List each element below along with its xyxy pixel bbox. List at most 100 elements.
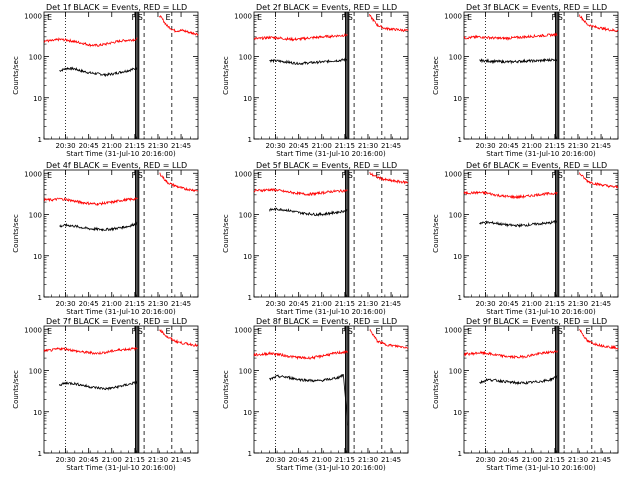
x-tick-label: 21:00 — [312, 300, 332, 308]
marker-label-s: S — [138, 171, 143, 180]
x-tick-label: 21:15 — [545, 142, 565, 150]
y-tick-label: 1000 — [444, 170, 462, 178]
lld-series-line — [253, 32, 348, 42]
panel-title: Det 1f BLACK = Events, RED = LLD — [46, 3, 187, 12]
marker-label-e-start: E — [257, 171, 262, 180]
y-tick-label: 10 — [33, 95, 42, 103]
lld-series-line — [43, 346, 138, 356]
plot-frame — [463, 11, 619, 140]
marker-label-f: F — [341, 171, 346, 180]
x-tick-label: 21:15 — [125, 456, 145, 464]
lld-series-line — [43, 37, 138, 48]
x-tick-label: 21:30 — [358, 456, 378, 464]
detector-panel-8: Det 8f BLACK = Events, RED = LLD 1 10 100 10… — [222, 317, 409, 472]
x-axis-title: Start Time (31-Jul-10 20:16:00) — [276, 308, 386, 316]
x-axis-title: Start Time (31-Jul-10 20:16:00) — [66, 150, 176, 158]
marker-label-e-start: E — [467, 13, 472, 22]
y-tick-label: 100 — [29, 212, 42, 220]
x-tick-label: 20:30 — [475, 456, 495, 464]
y-tick-label: 1000 — [24, 170, 42, 178]
x-tick-label: 21:30 — [148, 300, 168, 308]
x-tick-label: 20:45 — [289, 142, 309, 150]
events-series-line — [479, 57, 558, 65]
y-tick-label: 1000 — [24, 326, 42, 334]
x-tick-label: 21:45 — [171, 300, 191, 308]
events-series-line — [269, 57, 348, 66]
events-series-line — [59, 221, 138, 232]
y-axis-title: Counts/sec — [12, 214, 20, 253]
x-tick-label: 21:45 — [591, 456, 611, 464]
x-axis-title: Start Time (31-Jul-10 20:16:00) — [276, 150, 386, 158]
marker-label-e: E — [375, 327, 380, 336]
marker-label-e: E — [585, 327, 590, 336]
y-tick-label: 1000 — [234, 326, 252, 334]
y-tick-label: 10 — [243, 95, 252, 103]
plot-frame — [253, 325, 409, 454]
x-tick-label: 21:15 — [335, 300, 355, 308]
lld-series-line — [159, 15, 199, 36]
x-axis-title: Start Time (31-Jul-10 20:16:00) — [66, 308, 176, 316]
x-tick-label: 20:45 — [79, 456, 99, 464]
detector-panel-4: Det 4f BLACK = Events, RED = LLD 1 10 100 10… — [12, 161, 199, 316]
y-tick-label: 100 — [449, 54, 462, 62]
marker-label-e-start: E — [257, 327, 262, 336]
events-series-line — [479, 219, 558, 229]
y-tick-label: 10 — [243, 253, 252, 261]
x-tick-label: 21:45 — [591, 142, 611, 150]
marker-label-f: F — [131, 327, 136, 336]
marker-label-e: E — [375, 171, 380, 180]
marker-label-s: S — [348, 13, 353, 22]
x-tick-label: 20:45 — [79, 300, 99, 308]
x-tick-label: 20:30 — [55, 456, 75, 464]
y-tick-label: 1 — [38, 450, 42, 458]
y-axis-title: Counts/sec — [432, 370, 440, 409]
marker-label-f: F — [341, 327, 346, 336]
marker-label-s: S — [558, 327, 563, 336]
x-tick-label: 20:45 — [79, 142, 99, 150]
detector-panel-1: Det 1f BLACK = Events, RED = LLD 1 10 100 10… — [12, 3, 199, 158]
x-tick-label: 20:45 — [289, 456, 309, 464]
lld-series-line — [579, 14, 619, 33]
panel-title: Det 3f BLACK = Events, RED = LLD — [466, 3, 607, 12]
y-axis-title: Counts/sec — [12, 56, 20, 95]
y-tick-label: 100 — [29, 368, 42, 376]
x-tick-label: 21:30 — [568, 300, 588, 308]
panel-title: Det 9f BLACK = Events, RED = LLD — [466, 317, 607, 326]
marker-label-s: S — [138, 327, 143, 336]
lld-series-line — [253, 350, 348, 361]
x-tick-label: 21:00 — [522, 300, 542, 308]
marker-label-e: E — [165, 13, 170, 22]
x-tick-label: 21:30 — [568, 456, 588, 464]
lld-series-line — [159, 172, 199, 193]
y-tick-label: 100 — [239, 368, 252, 376]
y-tick-label: 1 — [38, 136, 42, 144]
panel-title: Det 8f BLACK = Events, RED = LLD — [256, 317, 397, 326]
y-tick-label: 100 — [449, 368, 462, 376]
lld-series-line — [369, 13, 409, 33]
x-tick-label: 21:00 — [522, 456, 542, 464]
x-tick-label: 21:00 — [312, 456, 332, 464]
y-tick-label: 1 — [248, 136, 252, 144]
panel-title: Det 5f BLACK = Events, RED = LLD — [256, 161, 397, 170]
x-tick-label: 20:30 — [265, 300, 285, 308]
detector-panel-2: Det 2f BLACK = Events, RED = LLD 1 10 100 10… — [222, 3, 409, 158]
y-axis-title: Counts/sec — [222, 214, 230, 253]
marker-label-s: S — [138, 13, 143, 22]
y-tick-label: 1000 — [24, 12, 42, 20]
x-axis-title: Start Time (31-Jul-10 20:16:00) — [276, 464, 386, 472]
lld-series-line — [44, 197, 138, 207]
events-series-line — [269, 374, 348, 426]
x-tick-label: 21:15 — [545, 300, 565, 308]
detector-panel-7: Det 7f BLACK = Events, RED = LLD 1 10 100 10… — [12, 317, 199, 472]
plot-frame — [43, 325, 199, 454]
events-series-line — [59, 66, 138, 78]
x-tick-label: 21:45 — [381, 456, 401, 464]
x-tick-label: 21:45 — [381, 300, 401, 308]
detector-panel-6: Det 6f BLACK = Events, RED = LLD 1 10 100 10… — [432, 161, 619, 316]
y-tick-label: 1000 — [234, 12, 252, 20]
marker-label-e: E — [165, 171, 170, 180]
marker-label-e-start: E — [257, 13, 262, 22]
x-tick-label: 21:15 — [335, 456, 355, 464]
marker-label-f: F — [551, 13, 556, 22]
